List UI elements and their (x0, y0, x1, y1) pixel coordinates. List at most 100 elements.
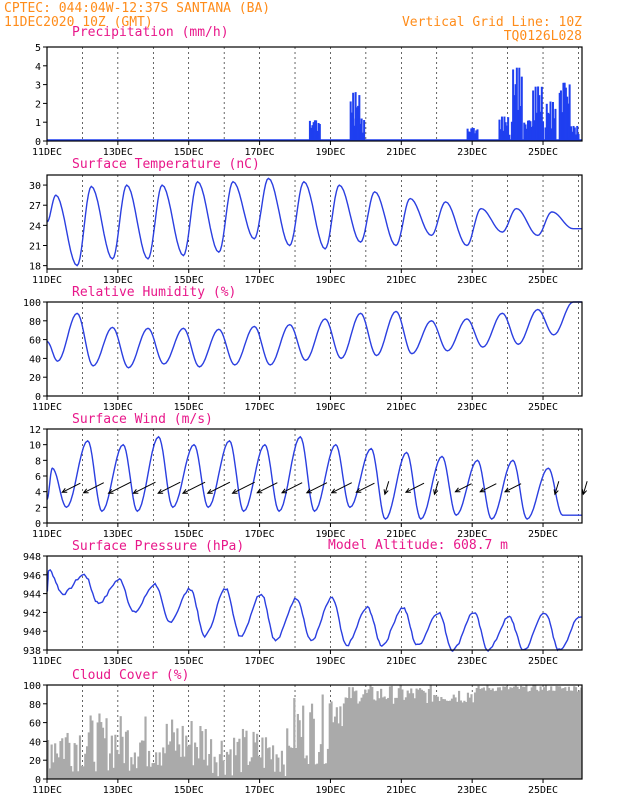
cloud-bar (374, 700, 377, 779)
cloud-bar (284, 775, 287, 779)
cloud-bar (484, 690, 487, 779)
xtick-label: 19DEC (315, 785, 345, 796)
wind-vector (455, 483, 472, 493)
humidity-line (46, 301, 582, 369)
cloud-bar (399, 685, 402, 779)
cloud-bar (344, 697, 347, 779)
precip-bar (549, 101, 552, 141)
cloud-bar (463, 700, 466, 779)
xtick-label: 25DEC (528, 147, 558, 158)
cloud-bar (557, 686, 560, 779)
wind-vector-head (383, 489, 389, 496)
cloud-bar (178, 744, 181, 779)
cloud-bar (325, 763, 328, 779)
precip-bar (503, 116, 506, 141)
xtick-label: 11DEC (32, 529, 62, 540)
precip-bar (354, 118, 357, 141)
cloud-bar (133, 752, 136, 779)
precip-bar (563, 82, 566, 141)
cloud-bar (332, 722, 335, 779)
cloud-bar (551, 690, 555, 779)
wind-vector-head (503, 487, 511, 493)
cloud-bar (73, 743, 76, 779)
cloud-bar (279, 771, 282, 779)
cloud-bar (381, 697, 384, 779)
ytick-label: 938 (23, 646, 41, 657)
wind-vector-head (355, 488, 362, 493)
cloud-bar (263, 767, 266, 779)
xtick-label: 17DEC (245, 785, 275, 796)
precip-bar (354, 92, 357, 141)
cloud-bar (197, 758, 200, 779)
cloud-bar (264, 737, 268, 779)
xtick-label: 23DEC (457, 785, 487, 796)
xtick-label: 13DEC (103, 275, 133, 286)
wind-vector-head (404, 488, 411, 493)
cloud-bar (231, 775, 234, 779)
precip-bar (564, 87, 567, 141)
model-altitude-label: Model Altitude: 608.7 m (328, 538, 508, 553)
header-run-time: 11DEC2020 10Z (GMT) (4, 15, 153, 30)
cloud-bar (566, 690, 569, 779)
cloud-bar (504, 686, 507, 779)
cloud-bar (112, 767, 115, 779)
cloud-bar (248, 761, 252, 779)
cloud-bar (546, 690, 549, 779)
precip-bar (475, 130, 478, 141)
cloud-bar (252, 731, 255, 779)
cloud-bar (78, 735, 82, 779)
cloud-bar (303, 758, 307, 779)
xtick-label: 11DEC (32, 402, 62, 413)
cloud-bar (537, 691, 540, 779)
precip-bar (526, 120, 529, 141)
cloud-bar (101, 727, 105, 779)
cloud-bar (392, 703, 395, 779)
cloud-bar (116, 749, 119, 779)
precip-bar (537, 86, 540, 141)
cloud-bar (318, 752, 321, 779)
cloud-bar (502, 686, 505, 779)
xtick-label: 13DEC (103, 147, 133, 158)
xtick-label: 23DEC (457, 275, 487, 286)
cloud-bar (468, 697, 471, 779)
xtick-label: 25DEC (528, 275, 558, 286)
cloud-bar (245, 730, 248, 779)
precip-bar (317, 122, 320, 141)
cloud-bar (310, 703, 314, 779)
precip-bar (470, 128, 473, 141)
cloud-bar (358, 701, 361, 779)
cloud-bar (194, 742, 197, 779)
cloud-bar (243, 737, 246, 779)
precip-bar (311, 125, 314, 141)
temperature-line (46, 177, 582, 267)
cloud-bar (323, 763, 326, 779)
wind-vector (554, 481, 560, 495)
cloud-bar (233, 737, 236, 779)
cloud-bar (371, 687, 374, 779)
ytick-label: 940 (23, 627, 41, 638)
xtick-label: 23DEC (457, 529, 487, 540)
cloud-bar (567, 686, 570, 779)
precip-bar (571, 131, 574, 141)
cloud-bar (459, 700, 462, 779)
ytick-label: 12 (29, 425, 41, 436)
xtick-label: 21DEC (386, 147, 416, 158)
cloud-bar (364, 689, 367, 779)
xtick-label: 17DEC (245, 275, 275, 286)
panel-title: Cloud Cover (%) (72, 668, 189, 683)
ytick-label: 40 (29, 354, 41, 365)
xtick-label: 13DEC (103, 656, 133, 667)
cloud-bar (498, 687, 501, 779)
cloud-bar (560, 688, 563, 779)
precip-bar (513, 95, 516, 141)
cloud-bar (236, 741, 239, 779)
cloud-bar (450, 698, 454, 779)
cloud-bar (426, 702, 429, 779)
cloud-bar (256, 733, 259, 779)
wind-vector-head (82, 488, 89, 494)
cloud-bar (82, 766, 85, 779)
cloud-bar (149, 766, 152, 779)
cloud-bar (505, 685, 508, 779)
cloud-bar (519, 685, 523, 779)
wind-vector (62, 482, 81, 493)
